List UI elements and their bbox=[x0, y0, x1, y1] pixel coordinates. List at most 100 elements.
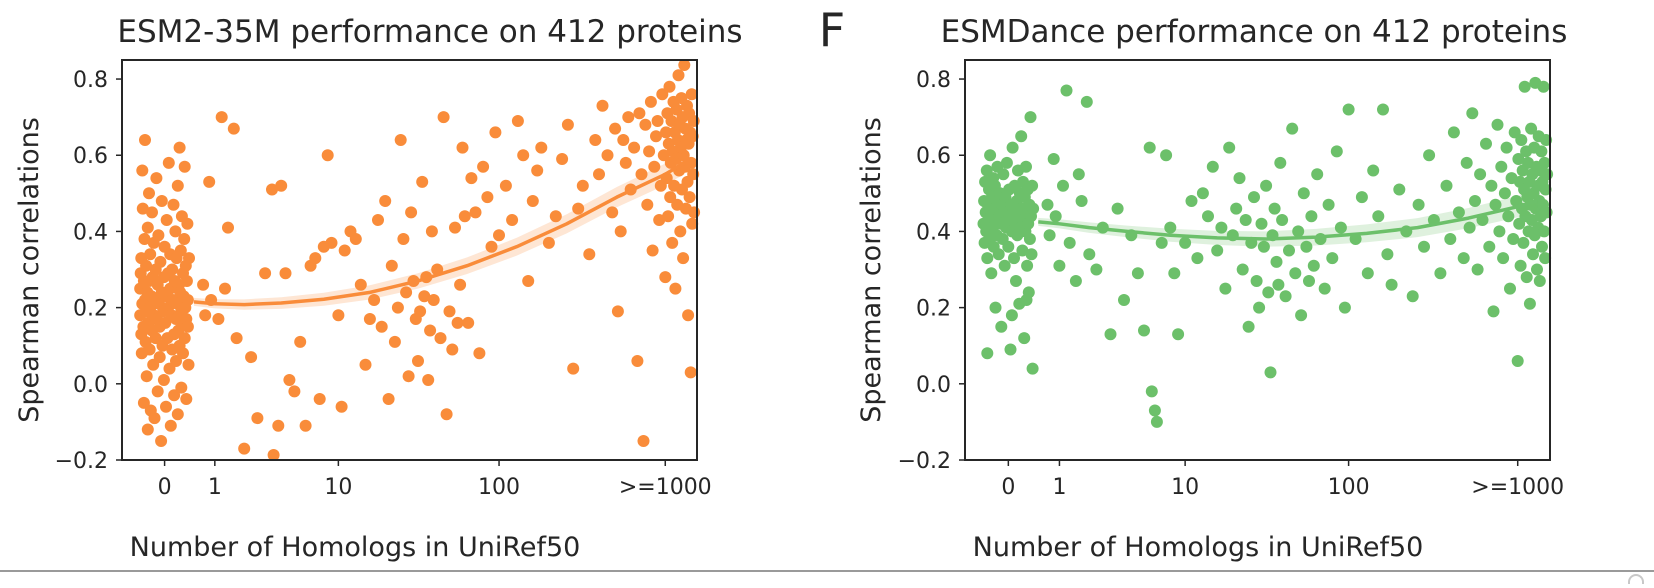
scatter-points bbox=[134, 59, 701, 461]
data-point bbox=[332, 309, 345, 322]
data-point bbox=[1311, 168, 1324, 181]
data-point bbox=[1517, 236, 1530, 249]
data-point bbox=[379, 195, 392, 207]
data-point bbox=[446, 343, 459, 356]
x-tick-label: 1 bbox=[208, 475, 222, 500]
y-tick-label: 0.6 bbox=[73, 144, 108, 169]
y-tick-label: 0.0 bbox=[73, 373, 108, 398]
data-point bbox=[1083, 248, 1096, 261]
data-point bbox=[1538, 225, 1551, 238]
data-point bbox=[1518, 80, 1531, 93]
data-point bbox=[522, 275, 535, 287]
data-point bbox=[1250, 275, 1263, 287]
data-point bbox=[1500, 141, 1513, 154]
data-point bbox=[589, 134, 602, 146]
data-point bbox=[1191, 252, 1204, 265]
data-point bbox=[660, 126, 672, 139]
data-point bbox=[1000, 156, 1013, 169]
data-point bbox=[1260, 179, 1273, 192]
data-point bbox=[477, 160, 490, 173]
data-point bbox=[1008, 252, 1020, 265]
data-point bbox=[1270, 255, 1283, 268]
data-point bbox=[635, 168, 648, 181]
data-point bbox=[1145, 385, 1158, 398]
data-point bbox=[1326, 252, 1339, 265]
data-point bbox=[405, 206, 418, 219]
data-point bbox=[141, 423, 154, 436]
data-point bbox=[1412, 198, 1425, 211]
data-point bbox=[1406, 290, 1419, 303]
data-point bbox=[1069, 275, 1082, 287]
data-point bbox=[349, 233, 362, 245]
data-point bbox=[385, 259, 398, 272]
data-point bbox=[1393, 183, 1406, 196]
data-point bbox=[631, 355, 644, 367]
data-point bbox=[617, 134, 630, 146]
data-point bbox=[1452, 206, 1465, 219]
data-point bbox=[1457, 252, 1470, 265]
data-point bbox=[1279, 290, 1292, 303]
data-point bbox=[1305, 210, 1318, 223]
data-point bbox=[998, 259, 1011, 272]
data-point bbox=[688, 206, 701, 219]
data-point bbox=[1150, 415, 1163, 428]
data-point bbox=[199, 309, 212, 322]
data-point bbox=[1143, 141, 1156, 154]
data-point bbox=[1531, 263, 1543, 276]
data-point bbox=[1026, 179, 1039, 192]
data-point bbox=[155, 195, 168, 207]
data-point bbox=[1075, 195, 1088, 207]
data-point bbox=[363, 313, 376, 325]
data-point bbox=[294, 335, 307, 348]
data-point bbox=[238, 442, 251, 455]
data-point bbox=[1023, 233, 1036, 245]
data-point bbox=[166, 263, 179, 276]
data-point bbox=[335, 400, 348, 413]
data-point bbox=[143, 343, 156, 356]
data-point bbox=[1223, 141, 1236, 154]
data-point bbox=[154, 255, 167, 268]
data-point bbox=[576, 179, 589, 192]
y-tick-label: 0.0 bbox=[916, 373, 951, 398]
data-point bbox=[1148, 404, 1161, 417]
data-point bbox=[1474, 168, 1487, 181]
axis-ticks: −0.2 0.0 0.2 0.4 0.6 0.8 0 1 10 100 >=1000 bbox=[898, 68, 1565, 500]
axes-frame bbox=[121, 59, 698, 461]
data-point bbox=[259, 267, 272, 280]
data-point bbox=[1211, 244, 1224, 257]
data-point bbox=[511, 115, 524, 127]
fit-confidence-band bbox=[193, 151, 685, 310]
data-point bbox=[424, 324, 437, 337]
data-point bbox=[1539, 183, 1552, 196]
data-point bbox=[1495, 160, 1508, 173]
data-point bbox=[391, 301, 404, 314]
data-point bbox=[1292, 225, 1305, 238]
data-point bbox=[1060, 84, 1073, 97]
data-point bbox=[1016, 244, 1029, 257]
data-point bbox=[1206, 160, 1219, 173]
data-point bbox=[443, 305, 456, 318]
y-tick-label: 0.8 bbox=[916, 68, 951, 93]
data-point bbox=[583, 248, 596, 261]
data-point bbox=[1283, 244, 1295, 257]
data-point bbox=[1274, 156, 1287, 169]
data-point bbox=[372, 214, 384, 226]
data-point bbox=[481, 191, 494, 204]
data-point bbox=[1377, 103, 1389, 116]
data-point bbox=[683, 191, 696, 204]
data-point bbox=[182, 358, 195, 371]
data-point bbox=[1219, 282, 1232, 295]
data-point bbox=[1268, 202, 1281, 215]
data-point bbox=[1487, 305, 1500, 318]
data-point bbox=[1049, 210, 1062, 223]
data-point bbox=[572, 202, 585, 215]
data-point bbox=[171, 179, 184, 192]
data-point bbox=[656, 88, 669, 101]
data-point bbox=[212, 313, 225, 325]
data-point bbox=[1002, 240, 1015, 253]
data-point bbox=[1053, 259, 1066, 272]
x-tick-label: 0 bbox=[158, 475, 172, 500]
data-point bbox=[141, 221, 154, 234]
data-point bbox=[1434, 267, 1447, 280]
